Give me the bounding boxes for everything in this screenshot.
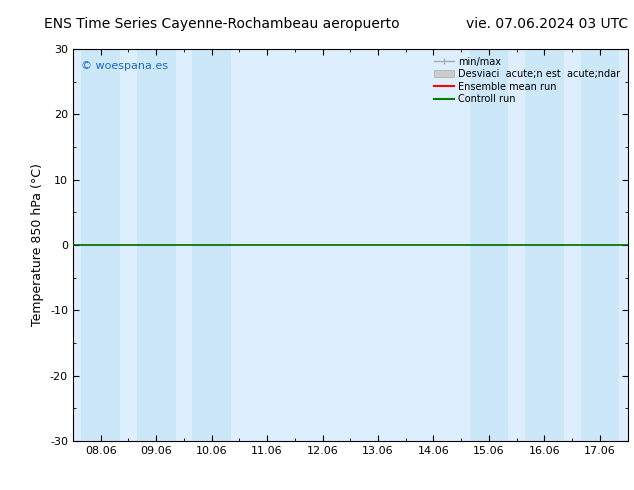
- Legend: min/max, Desviaci  acute;n est  acute;ndar, Ensemble mean run, Controll run: min/max, Desviaci acute;n est acute;ndar…: [432, 54, 623, 107]
- Bar: [581, 49, 619, 441]
- Bar: [525, 49, 564, 441]
- Bar: [137, 49, 176, 441]
- Y-axis label: Temperature 850 hPa (°C): Temperature 850 hPa (°C): [31, 164, 44, 326]
- Bar: [81, 49, 120, 441]
- Bar: [470, 49, 508, 441]
- Text: vie. 07.06.2024 03 UTC: vie. 07.06.2024 03 UTC: [465, 17, 628, 31]
- Text: ENS Time Series Cayenne-Rochambeau aeropuerto: ENS Time Series Cayenne-Rochambeau aerop…: [44, 17, 399, 31]
- Bar: [192, 49, 231, 441]
- Text: © woespana.es: © woespana.es: [81, 61, 169, 71]
